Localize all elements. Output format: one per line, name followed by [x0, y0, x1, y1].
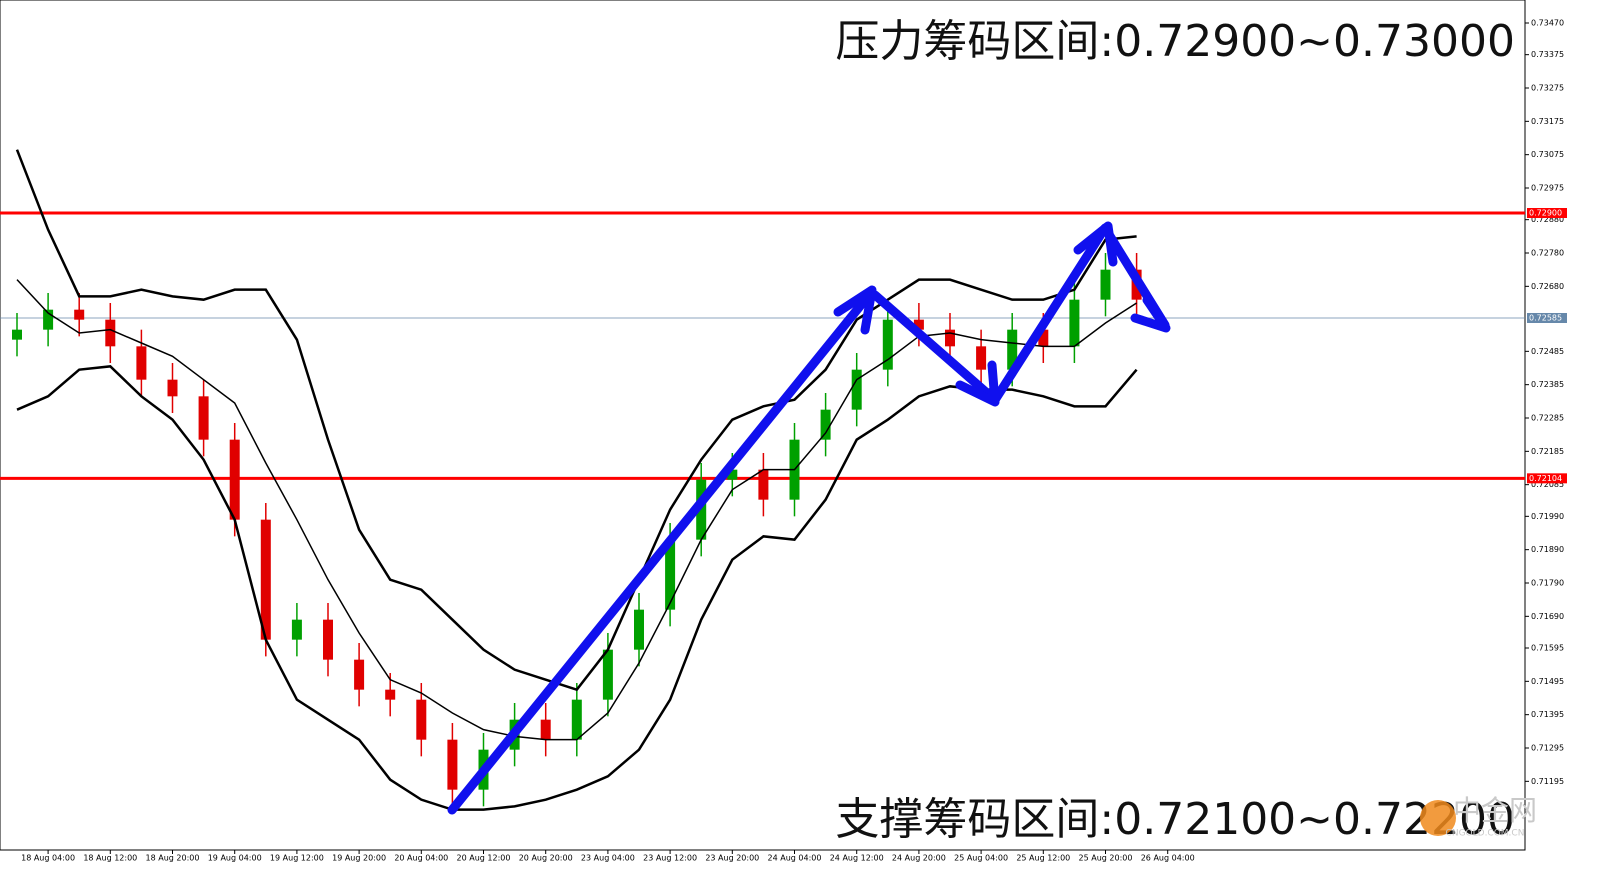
y-tick-label: 0.72385 [1531, 380, 1564, 389]
candle-body [820, 409, 831, 440]
candle-body [260, 519, 271, 640]
y-tick-label: 0.71395 [1531, 710, 1564, 719]
x-tick-label: 23 Aug 20:00 [705, 854, 759, 863]
resistance-annotation: 压力筹码区间:0.72900~0.73000 [835, 16, 1515, 67]
y-tick-label: 0.73075 [1531, 150, 1564, 159]
candle-body [291, 619, 302, 640]
x-tick-label: 24 Aug 12:00 [830, 854, 884, 863]
price-tag [1527, 313, 1567, 323]
x-tick-label: 24 Aug 20:00 [892, 854, 946, 863]
y-tick-label: 0.72185 [1531, 447, 1564, 456]
y-tick-label: 0.71595 [1531, 644, 1564, 653]
x-tick-label: 18 Aug 12:00 [83, 854, 137, 863]
y-tick-label: 0.71690 [1531, 612, 1564, 621]
band-line [16, 279, 1138, 741]
candle-body [1038, 329, 1049, 347]
band-line [16, 365, 1138, 811]
y-tick-label: 0.71890 [1531, 545, 1564, 554]
candle-body [602, 649, 613, 700]
y-tick-label: 0.72285 [1531, 414, 1564, 423]
support-annotation: 支撑筹码区间:0.72100~0.72200 [835, 794, 1515, 845]
price-tag-label: 0.72104 [1529, 474, 1562, 483]
y-tick-label: 0.73175 [1531, 117, 1564, 126]
x-tick-label: 19 Aug 20:00 [332, 854, 386, 863]
candle-body [665, 539, 676, 610]
candle-body [1100, 269, 1111, 300]
x-tick-label: 19 Aug 04:00 [208, 854, 262, 863]
watermark-logo [1420, 800, 1456, 836]
x-tick-label: 19 Aug 12:00 [270, 854, 324, 863]
candle-body [354, 659, 365, 690]
x-tick-label: 24 Aug 04:00 [768, 854, 822, 863]
x-tick-label: 25 Aug 04:00 [954, 854, 1008, 863]
candle-body [976, 346, 987, 370]
x-tick-label: 20 Aug 04:00 [394, 854, 448, 863]
x-tick-label: 26 Aug 04:00 [1141, 854, 1195, 863]
y-tick-label: 0.72680 [1531, 282, 1564, 291]
candle-body [136, 346, 147, 380]
candle-body [105, 319, 116, 347]
candle-body [43, 309, 54, 330]
candle-body [851, 369, 862, 410]
y-tick-label: 0.71295 [1531, 744, 1564, 753]
candle-body [198, 396, 209, 440]
watermark-url: CNGOLD.COM.CN [1446, 829, 1525, 839]
candle-body [447, 739, 458, 790]
candle-body [323, 619, 333, 660]
candle-body [74, 309, 85, 320]
x-tick-label: 20 Aug 12:00 [457, 854, 511, 863]
x-tick-label: 25 Aug 20:00 [1079, 854, 1133, 863]
candle-body [913, 319, 924, 330]
price-tag-label: 0.72900 [1529, 209, 1562, 218]
candle-body [945, 329, 955, 347]
y-tick-label: 0.72485 [1531, 347, 1564, 356]
candle-body [229, 439, 240, 520]
y-tick-label: 0.71790 [1531, 579, 1564, 588]
x-tick-label: 18 Aug 04:00 [21, 854, 75, 863]
candle-body [540, 719, 551, 740]
candle-body [571, 699, 582, 740]
y-tick-label: 0.73470 [1531, 19, 1564, 28]
x-tick-label: 18 Aug 20:00 [146, 854, 200, 863]
y-tick-label: 0.73275 [1531, 84, 1564, 93]
y-tick-label: 0.71495 [1531, 677, 1564, 686]
band-line [15, 149, 1137, 692]
candle-body [882, 319, 893, 370]
y-tick-label: 0.71195 [1531, 777, 1564, 786]
x-tick-label: 23 Aug 12:00 [643, 854, 697, 863]
watermark: 中金网 [1453, 794, 1537, 827]
candle-body [696, 479, 707, 540]
y-tick-label: 0.72085 [1531, 480, 1564, 489]
x-tick-label: 25 Aug 12:00 [1016, 854, 1070, 863]
y-tick-label: 0.72780 [1531, 249, 1564, 258]
y-tick-label: 0.72880 [1531, 215, 1564, 224]
price-tag [1527, 208, 1567, 218]
candle-body [167, 379, 178, 397]
y-tick-label: 0.71990 [1531, 512, 1564, 521]
candle-body [1069, 299, 1080, 347]
candle-body [12, 329, 22, 340]
x-tick-label: 20 Aug 20:00 [519, 854, 573, 863]
price-tag-label: 0.72585 [1529, 314, 1562, 323]
trend-arrows [447, 221, 1171, 815]
candle-body [634, 609, 644, 650]
candle-body [416, 699, 427, 740]
candle-body [758, 469, 769, 500]
candle-body [385, 689, 396, 700]
y-tick-label: 0.72975 [1531, 184, 1564, 193]
y-tick-label: 0.73375 [1531, 50, 1564, 59]
candle-body [1007, 329, 1018, 370]
price-tag [1527, 473, 1567, 484]
candle-body [727, 469, 738, 480]
x-tick-label: 23 Aug 04:00 [581, 854, 635, 863]
